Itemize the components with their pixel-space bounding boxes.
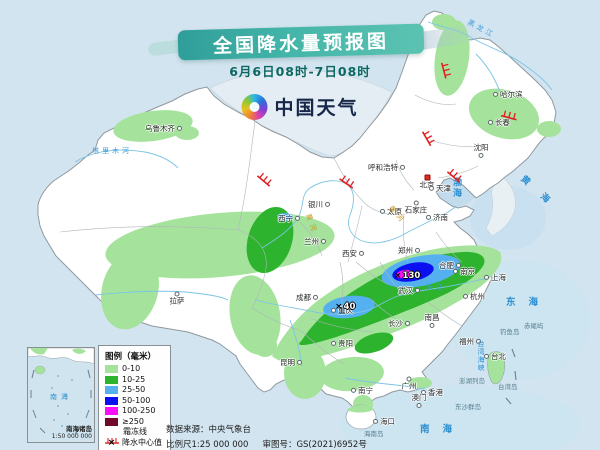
legend-range-label: 100-250 [122,406,156,415]
weather-pinwheel-icon [241,93,268,120]
legend-item: 50-100 [105,395,165,405]
center-value-label: 降水中心值 [122,438,162,447]
mongolia-landmass [209,69,393,157]
legend-range-label: 0-10 [122,364,141,373]
legend-range-label: 25-50 [122,385,146,394]
legend-color-swatch [105,417,118,426]
inset-scale: 1:50 000 000 [51,433,92,440]
legend-item: 10-25 [105,374,165,384]
korea-landmass [485,177,516,237]
legend-item: 0-10 [105,365,165,373]
legend-item: 25-50 [105,386,165,394]
inset-caption: 南海诸岛 [66,425,92,433]
legend-item: 100-250 [105,407,165,415]
inset-map [28,348,94,435]
frost-line-legend-icon [105,429,119,444]
legend-range-label: 10-25 [122,374,146,384]
map-approval-number: 审图号：GS(2021)6952号 [262,440,367,450]
logo-text: 中国天气 [274,97,359,119]
legend-range-label: ≥250 [122,416,144,426]
legend-item: ≥250 [105,416,165,426]
center-value-legend-icon: × [107,437,116,448]
legend-color-swatch [105,396,118,405]
legend-color-swatch [105,375,118,384]
frost-line-label: 霜冻线 [123,427,147,436]
china-weather-logo: 中国天气 [241,93,358,120]
legend-center-row: × 降水中心值 [105,437,165,448]
forecast-period: 6月6日08时-7日08时 [229,64,371,79]
legend-range-label: 50-100 [122,395,151,405]
sea-boundary-dashes [505,348,517,405]
legend-color-swatch [105,386,118,394]
rain-zone-100-250 [396,269,412,279]
legend-color-swatch [105,365,118,373]
legend-title: 图例（毫米） [105,352,157,362]
rivers [74,21,553,390]
data-source-line: 数据来源：中央气象台 [166,425,252,435]
map-scale-text: 比例尺1:25 000 000 [166,440,249,450]
page-title: 全国降水量预报图 [212,30,390,57]
legend-box: 图例（毫米） 0-10 10-25 25-50 50-100 100-250 [98,345,171,450]
source-info: 数据来源：中央气象台 比例尺1:25 000 000 审图号：GS(2021)6… [166,423,367,450]
south-china-sea-inset: 南海 南海诸岛 1:50 000 000 [27,347,95,443]
legend-items: 0-10 10-25 25-50 50-100 100-250 ≥250 [105,365,165,426]
taiwan-island [487,351,506,385]
inset-sea-label: 南海 [50,393,72,401]
legend-color-swatch [105,407,118,415]
legend-frost-row: 霜冻线 [105,427,165,444]
